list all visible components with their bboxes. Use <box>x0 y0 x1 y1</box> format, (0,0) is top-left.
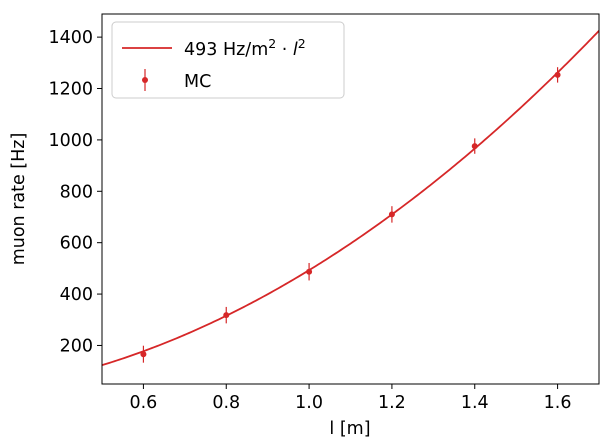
data-point <box>388 211 395 218</box>
legend-mc-label: MC <box>184 72 211 92</box>
y-tick-label: 600 <box>60 234 93 254</box>
legend: 493 Hz/m2 · l2 MC <box>111 21 345 99</box>
x-tick-label: 1.6 <box>544 393 572 413</box>
data-point <box>140 351 147 358</box>
y-tick-label: 1200 <box>48 80 93 100</box>
x-tick-label: 0.6 <box>129 393 157 413</box>
axes-frame <box>101 13 600 385</box>
data-point <box>471 143 478 150</box>
data-point <box>223 312 230 319</box>
plot-area <box>102 30 599 367</box>
x-tick-label: 1.2 <box>378 393 406 413</box>
x-tick-label: 1.0 <box>295 393 323 413</box>
x-tick-label: 0.8 <box>212 393 240 413</box>
plot-clipped <box>102 30 599 367</box>
legend-frame <box>111 21 345 99</box>
y-tick-label: 800 <box>60 182 93 202</box>
y-tick-label: 200 <box>60 336 93 356</box>
data-point <box>554 71 561 78</box>
x-tick-label: 1.4 <box>461 393 489 413</box>
data-point <box>306 268 313 275</box>
legend-mc-marker <box>142 77 148 83</box>
legend-fit-label: 493 Hz/m2 · l2 <box>184 36 306 60</box>
y-tick-label: 1000 <box>48 131 93 151</box>
fit-curve <box>102 30 599 367</box>
y-tick-label: 400 <box>60 285 93 305</box>
x-axis-label: l [m] <box>329 419 370 439</box>
y-axis-label: muon rate [Hz] <box>9 133 29 266</box>
legend-mc-swatch <box>142 69 148 91</box>
axes: 0.6 0.8 1.0 1.2 1.4 1.6 200 400 600 800 1000 1200 14… <box>48 13 600 413</box>
y-tick-label: 1400 <box>48 28 93 48</box>
